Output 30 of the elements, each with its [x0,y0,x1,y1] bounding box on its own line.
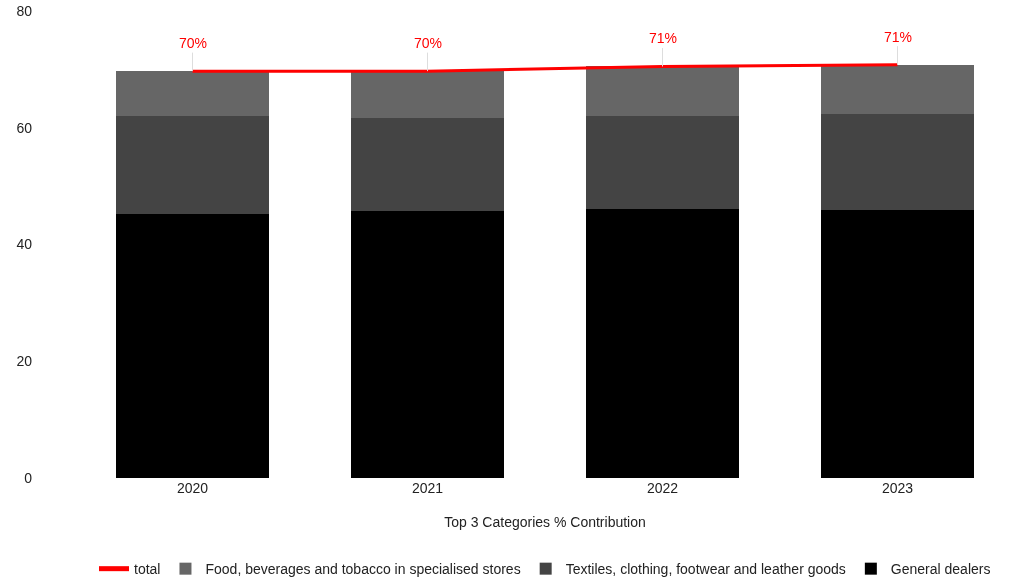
x-tick-label: 2022 [646,480,679,496]
y-tick-label: 80 [16,2,33,19]
x-axis-title: Top 3 Categories % Contribution [444,514,646,531]
bar [116,116,269,214]
legend-label: Textiles, clothing, footwear and leather goods [565,561,846,578]
x-tick-label: 2021 [411,480,444,496]
data-label: 70% [179,35,208,51]
bar [821,210,974,478]
bar [351,211,504,478]
bar [351,71,504,119]
legend-label: Food, beverages and tobacco in specialised stores [205,561,521,578]
legend-label: General dealers [890,561,991,578]
data-label: 71% [649,30,678,46]
y-tick-label: 0 [24,469,33,486]
bar [116,71,269,117]
y-tick-label: 20 [16,353,33,370]
bar [821,64,974,115]
x-tick-label: 2020 [176,480,209,496]
data-label: 70% [414,35,443,51]
bar [821,114,974,211]
bar [351,118,504,212]
x-tick-label: 2023 [881,480,914,496]
bar [116,213,269,478]
y-tick-label: 40 [16,236,33,253]
data-label: 71% [884,29,913,45]
bar [586,208,739,478]
bar [586,66,739,117]
legend-label: total [134,561,161,578]
bar [586,116,739,209]
y-tick-label: 60 [16,119,33,136]
